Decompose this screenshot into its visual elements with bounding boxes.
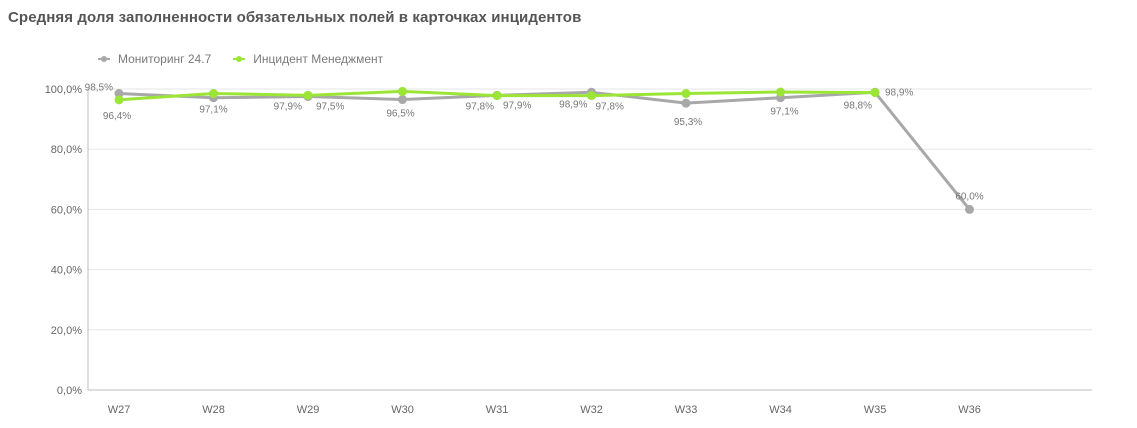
data-point-incident [303,90,313,100]
x-tick-label: W35 [864,404,887,416]
data-label-monitoring: 98,9% [885,87,913,98]
x-tick-label: W27 [108,404,131,416]
data-point-incident [870,88,880,98]
x-tick-label: W34 [769,404,792,416]
y-tick-label: 80,0% [51,144,82,156]
y-tick-label: 40,0% [51,265,82,277]
x-tick-label: W36 [958,404,981,416]
data-point-monitoring [398,95,407,105]
data-point-incident [681,89,691,99]
legend-label-monitoring: Мониторинг 24.7 [118,52,212,66]
x-tick-label: W30 [391,404,414,416]
data-label-monitoring: 97,1% [770,107,798,118]
y-tick-label: 0,0% [57,385,82,397]
data-point-incident [492,91,502,101]
chart-legend: Мониторинг 24.7 Инцидент Менеджмент [98,52,405,66]
data-label-monitoring: 97,5% [316,102,344,113]
legend-swatch-monitoring [98,54,110,64]
y-tick-label: 20,0% [51,325,82,337]
legend-item-monitoring[interactable]: Мониторинг 24.7 [98,52,211,66]
y-tick-label: 100,0% [45,84,83,96]
data-point-monitoring [114,89,124,99]
x-tick-label: W31 [486,404,509,416]
chart-title: Средняя доля заполненности обязательных … [8,9,582,26]
x-tick-label: W32 [580,404,603,416]
data-point-incident [587,91,596,101]
data-point-monitoring [965,204,974,214]
data-label-monitoring: 98,5% [85,83,113,94]
x-tick-label: W29 [297,404,320,416]
legend-item-incident[interactable]: Инцидент Менеджмент [233,52,383,66]
data-point-incident [114,95,124,105]
data-label-monitoring: 96,5% [386,109,414,120]
data-label-monitoring: 97,1% [199,105,227,116]
series-line-monitoring [117,90,971,211]
data-point-incident [776,87,785,97]
data-label-incident: 97,9% [274,101,302,112]
data-label-monitoring: 95,3% [674,117,702,128]
data-label-monitoring: 60,0% [955,191,983,202]
data-point-incident [209,89,218,99]
data-point-monitoring [681,98,691,108]
data-label-incident: 96,4% [103,111,131,122]
y-tick-label: 60,0% [51,204,82,216]
data-label-incident: 97,8% [466,102,494,113]
data-label-monitoring: 98,9% [559,99,587,110]
data-label-incident: 98,8% [844,101,872,112]
x-tick-label: W28 [202,404,225,416]
x-tick-label: W33 [675,404,698,416]
legend-swatch-incident [233,54,246,64]
data-label-monitoring: 97,9% [503,100,531,111]
data-point-incident [398,86,407,96]
legend-label-incident: Инцидент Менеджмент [253,52,384,66]
data-label-incident: 97,8% [596,102,624,113]
